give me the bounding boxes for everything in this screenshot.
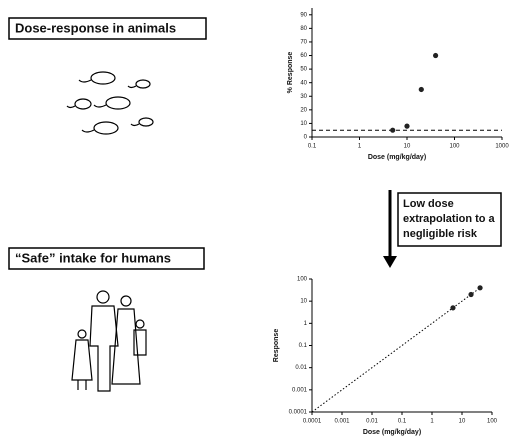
point <box>468 292 473 297</box>
x-axis-label: Dose (mg/kg/day) <box>363 429 421 436</box>
y-tick-label: 50 <box>300 67 307 73</box>
y-tick-label: 30 <box>300 94 307 100</box>
y-tick-label: 100 <box>297 277 308 283</box>
x-tick-label: 1 <box>430 419 434 425</box>
y-tick-label: 20 <box>300 107 307 113</box>
x-tick-label: 1 <box>358 144 362 150</box>
arrow-label: Low dose <box>403 198 454 210</box>
x-tick-label: 0.1 <box>308 144 317 150</box>
x-tick-label: 10 <box>459 419 466 425</box>
y-axis-label: Response <box>273 329 280 363</box>
box-label: Dose-response in animals <box>15 20 176 35</box>
point <box>450 305 455 310</box>
y-tick-label: 0.001 <box>292 387 308 393</box>
y-axis-label: % Response <box>287 52 294 94</box>
x-tick-label: 0.0001 <box>303 419 322 425</box>
y-tick-label: 70 <box>300 40 307 46</box>
family-icon <box>72 291 146 391</box>
box-label: “Safe” intake for humans <box>15 250 171 265</box>
y-tick-label: 40 <box>300 80 307 86</box>
point <box>404 124 409 129</box>
y-tick-label: 0.0001 <box>289 410 308 416</box>
arrow-head <box>383 256 397 268</box>
y-tick-label: 0.01 <box>295 365 307 371</box>
axes <box>312 8 502 137</box>
y-tick-label: 90 <box>300 12 307 18</box>
y-tick-label: 80 <box>300 26 307 32</box>
y-tick-label: 1 <box>304 321 308 327</box>
y-tick-label: 10 <box>300 299 307 305</box>
x-tick-label: 0.001 <box>334 419 350 425</box>
x-tick-label: 0.01 <box>366 419 378 425</box>
y-tick-label: 0.1 <box>299 343 308 349</box>
arrow-label: extrapolation to a <box>403 213 496 225</box>
y-tick-label: 60 <box>300 53 307 59</box>
y-tick-label: 10 <box>300 121 307 127</box>
x-tick-label: 100 <box>449 144 460 150</box>
arrow-label: negligible risk <box>403 228 478 240</box>
x-axis-label: Dose (mg/kg/day) <box>368 154 426 161</box>
x-tick-label: 0.1 <box>398 419 407 425</box>
x-tick-label: 100 <box>487 419 498 425</box>
point <box>433 53 438 58</box>
x-tick-label: 10 <box>404 144 411 150</box>
point <box>477 285 482 290</box>
point <box>390 128 395 133</box>
figure: Dose-response in animals “Safe” intake f… <box>0 0 516 447</box>
x-tick-label: 1000 <box>495 144 509 150</box>
point <box>419 87 424 92</box>
y-tick-label: 0 <box>304 135 308 141</box>
rats-icon <box>67 72 153 134</box>
